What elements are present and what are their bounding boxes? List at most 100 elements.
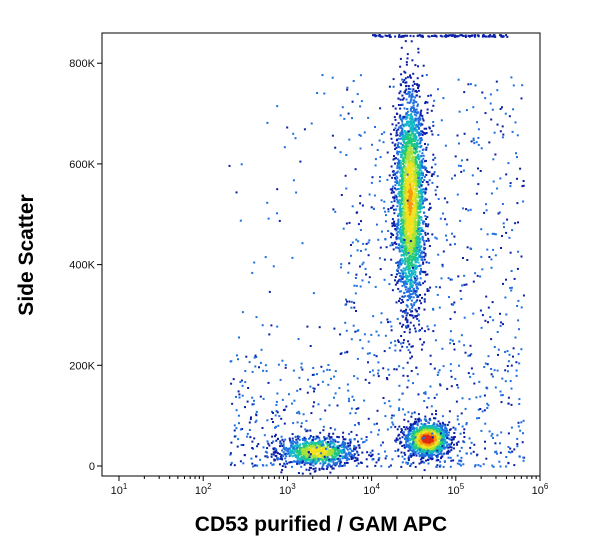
data-point — [329, 458, 332, 461]
data-point — [427, 458, 430, 461]
data-point — [376, 149, 379, 151]
data-point — [412, 80, 415, 83]
data-point — [416, 294, 419, 297]
data-point — [425, 273, 428, 276]
data-point — [300, 458, 302, 461]
data-point — [398, 168, 401, 171]
data-point — [289, 453, 292, 456]
data-point — [301, 453, 303, 455]
data-point — [493, 131, 496, 134]
data-point — [416, 277, 419, 280]
data-point — [437, 427, 440, 430]
data-point — [342, 431, 345, 434]
data-point — [414, 118, 417, 121]
data-point — [416, 317, 419, 320]
data-point — [420, 250, 423, 253]
data-point — [429, 207, 432, 209]
data-point — [411, 143, 414, 146]
data-point — [398, 409, 401, 411]
data-point — [420, 442, 423, 445]
data-point — [429, 448, 432, 451]
data-point — [398, 150, 401, 153]
data-point — [410, 455, 413, 458]
data-point — [425, 459, 427, 462]
data-point — [407, 216, 410, 219]
data-point — [408, 442, 411, 445]
data-point — [405, 184, 408, 187]
data-point — [406, 76, 409, 79]
data-point — [304, 453, 307, 456]
data-point — [409, 258, 412, 261]
data-point — [415, 94, 418, 97]
data-point — [327, 453, 330, 456]
data-point — [448, 421, 451, 424]
data-point — [408, 446, 411, 449]
data-point — [410, 176, 413, 179]
data-point — [418, 462, 421, 465]
data-point — [310, 457, 313, 459]
data-point — [406, 149, 409, 152]
data-point — [403, 177, 406, 180]
data-point — [410, 210, 412, 212]
data-point — [399, 83, 402, 86]
data-point — [398, 183, 401, 186]
data-point — [399, 65, 402, 68]
data-point — [401, 261, 404, 264]
data-point — [416, 139, 419, 142]
data-point — [424, 168, 427, 171]
data-point — [339, 333, 342, 336]
data-point — [405, 308, 408, 311]
data-point — [428, 202, 431, 205]
data-point — [416, 438, 419, 441]
data-point — [431, 446, 434, 449]
data-point — [407, 247, 410, 250]
data-point — [371, 449, 374, 452]
data-point — [417, 117, 420, 120]
data-point — [404, 434, 407, 437]
data-point — [409, 171, 411, 174]
data-point — [432, 330, 435, 333]
data-point — [340, 266, 342, 269]
data-point — [407, 206, 410, 209]
data-point — [418, 145, 421, 148]
data-point — [414, 134, 417, 137]
data-point — [423, 220, 426, 223]
data-point — [407, 224, 410, 227]
data-point — [456, 418, 459, 421]
data-point — [415, 108, 418, 111]
data-point — [401, 183, 403, 186]
data-point — [405, 146, 408, 149]
data-point — [313, 442, 316, 445]
data-point — [414, 226, 417, 229]
data-point — [302, 439, 305, 442]
data-point — [417, 243, 420, 246]
data-point — [444, 426, 447, 429]
data-point — [420, 198, 423, 201]
data-point — [404, 183, 407, 186]
data-point — [407, 219, 409, 222]
data-point — [414, 167, 417, 170]
data-point — [414, 450, 417, 453]
data-point — [276, 392, 279, 395]
data-point — [280, 454, 283, 457]
data-point — [430, 433, 433, 436]
data-point — [407, 444, 410, 447]
data-point — [402, 273, 405, 276]
data-point — [403, 161, 405, 164]
data-point — [418, 224, 421, 227]
data-point — [407, 430, 410, 433]
data-point — [500, 431, 503, 434]
data-point — [406, 157, 409, 160]
data-point — [397, 122, 400, 125]
data-point — [410, 97, 413, 100]
data-point — [392, 105, 395, 108]
data-point — [431, 181, 434, 184]
data-point — [415, 189, 418, 192]
data-point — [307, 458, 310, 461]
data-point — [413, 242, 416, 245]
data-point — [420, 184, 423, 187]
data-point — [437, 420, 440, 423]
data-point — [397, 287, 400, 290]
data-point — [314, 467, 317, 470]
data-point — [410, 345, 413, 348]
